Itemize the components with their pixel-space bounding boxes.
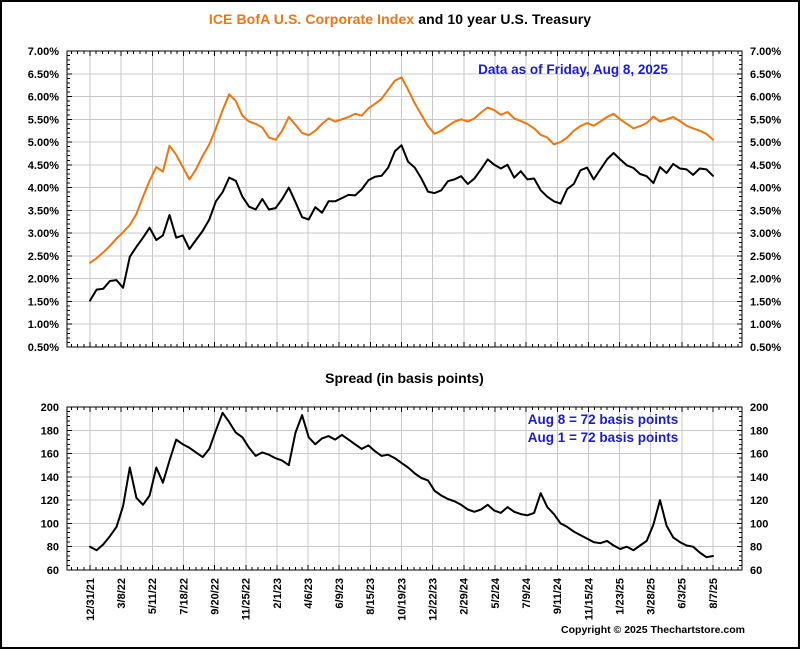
series-ice-bofa-u-s-corporate-index bbox=[89, 76, 714, 264]
y-axis-label-left: 6.00% bbox=[28, 92, 59, 104]
y-axis-label-left: 200 bbox=[41, 402, 59, 414]
y-axis-label-right: 7.00% bbox=[750, 46, 781, 58]
spread-annotation-aug8: Aug 8 = 72 basis points bbox=[527, 412, 679, 427]
spread-chart-title: Spread (in basis points) bbox=[325, 370, 484, 386]
y-axis-label-left: 140 bbox=[41, 472, 59, 484]
y-axis-label-left: 160 bbox=[41, 449, 59, 461]
y-axis-label-left: 2.00% bbox=[28, 274, 59, 286]
y-axis-label-right: 80 bbox=[750, 542, 762, 554]
plot-border bbox=[66, 50, 743, 348]
x-axis-label: 12/22/23 bbox=[428, 578, 440, 621]
y-axis-label-right: 200 bbox=[750, 402, 768, 414]
y-axis-label-right: 6.00% bbox=[750, 92, 781, 104]
y-axis-label-right: 60 bbox=[750, 565, 762, 577]
x-axis-label: 7/9/24 bbox=[521, 577, 533, 608]
main-title-corporate-index: ICE BofA U.S. Corporate Index bbox=[208, 11, 415, 27]
x-axis-label: 6/3/25 bbox=[677, 578, 689, 609]
y-axis-label-right: 2.00% bbox=[750, 274, 781, 286]
y-axis-label-right: 140 bbox=[750, 472, 768, 484]
y-axis-label-left: 3.50% bbox=[28, 205, 59, 217]
x-axis-label: 9/11/24 bbox=[552, 577, 564, 614]
y-axis-label-left: 7.00% bbox=[28, 46, 59, 58]
y-axis-label-right: 6.50% bbox=[750, 69, 781, 81]
y-axis-label-right: 4.00% bbox=[750, 183, 781, 195]
x-axis-label: 8/15/23 bbox=[365, 578, 377, 615]
series-10-year-u-s-treasury bbox=[89, 144, 714, 302]
y-axis-label-left: 0.50% bbox=[28, 342, 59, 354]
x-axis-label: 2/29/24 bbox=[459, 577, 471, 615]
main-title-treasury: and 10 year U.S. Treasury bbox=[414, 11, 592, 27]
x-axis-label: 2/1/23 bbox=[272, 578, 284, 609]
y-axis-label-left: 4.50% bbox=[28, 160, 59, 172]
y-axis-label-left: 5.00% bbox=[28, 137, 59, 149]
y-axis-label-left: 120 bbox=[41, 495, 59, 507]
y-axis-label-right: 4.50% bbox=[750, 160, 781, 172]
y-axis-label-left: 60 bbox=[47, 565, 59, 577]
y-axis-label-right: 1.50% bbox=[750, 296, 781, 308]
y-axis-label-left: 4.00% bbox=[28, 183, 59, 195]
x-axis-label: 12/31/21 bbox=[85, 578, 97, 621]
x-axis-label: 6/9/23 bbox=[334, 578, 346, 609]
yield-plot: 7.00% 7.00% 6.50% 6.50% 6.00% 6.00% 5.50% 5.50%… bbox=[28, 46, 782, 354]
y-axis-label-right: 3.50% bbox=[750, 205, 781, 217]
y-axis-label-left: 2.50% bbox=[28, 251, 59, 263]
y-axis-label-left: 3.00% bbox=[28, 228, 59, 240]
y-axis-label-left: 180 bbox=[41, 425, 59, 437]
x-axis-label: 4/6/23 bbox=[303, 578, 315, 609]
x-axis-label: 3/28/25 bbox=[646, 578, 658, 615]
y-axis-label-left: 1.50% bbox=[28, 296, 59, 308]
x-axis-label: 11/25/22 bbox=[241, 578, 253, 620]
x-axis-label: 11/15/24 bbox=[583, 577, 595, 620]
y-axis-label-right: 100 bbox=[750, 518, 768, 530]
y-axis-label-left: 1.00% bbox=[28, 319, 59, 331]
x-axis-label: 1/23/25 bbox=[614, 578, 626, 615]
series-spread bbox=[89, 411, 714, 559]
x-axis-label: 10/19/23 bbox=[396, 578, 408, 621]
y-axis-label-right: 180 bbox=[750, 425, 768, 437]
y-axis-label-right: 5.50% bbox=[750, 114, 781, 126]
x-axis-labels: 12/31/21 3/8/22 5/11/22 7/18/22 9/20/22 11/25… bbox=[85, 577, 720, 621]
y-axis-label-right: 2.50% bbox=[750, 251, 781, 263]
main-title: ICE BofA U.S. Corporate Index and 10 yea… bbox=[2, 11, 798, 27]
x-axis-label: 7/18/22 bbox=[178, 578, 190, 615]
y-axis-label-right: 120 bbox=[750, 495, 768, 507]
spread-annotation: Aug 8 = 72 basis points Aug 1 = 72 basis… bbox=[473, 411, 733, 447]
y-axis-label-right: 3.00% bbox=[750, 228, 781, 240]
y-axis-label-left: 5.50% bbox=[28, 114, 59, 126]
spread-annotation-aug1: Aug 1 = 72 basis points bbox=[527, 430, 679, 445]
x-axis-label: 5/2/24 bbox=[490, 577, 502, 608]
y-axis-label-right: 0.50% bbox=[750, 342, 781, 354]
x-axis-label: 8/7/25 bbox=[708, 578, 720, 609]
y-axis-label-left: 80 bbox=[47, 542, 59, 554]
x-axis-label: 3/8/22 bbox=[116, 578, 128, 609]
x-axis-label: 5/11/22 bbox=[147, 578, 159, 614]
copyright: Copyright © 2025 Thechartstore.com bbox=[561, 624, 745, 636]
y-axis-label-left: 6.50% bbox=[28, 69, 59, 81]
y-axis-label-right: 5.00% bbox=[750, 137, 781, 149]
spread-plot: 200 200 180 180 160 160 140 140 120 120 100 100 80 80… bbox=[41, 402, 769, 577]
x-axis-label: 9/20/22 bbox=[209, 578, 221, 615]
y-axis-label-right: 160 bbox=[750, 449, 768, 461]
data-as-of-annotation: Data as of Friday, Aug 8, 2025 bbox=[478, 62, 668, 77]
plot-border bbox=[66, 406, 743, 571]
y-axis-label-right: 1.00% bbox=[750, 319, 781, 331]
y-axis-label-left: 100 bbox=[41, 518, 59, 530]
